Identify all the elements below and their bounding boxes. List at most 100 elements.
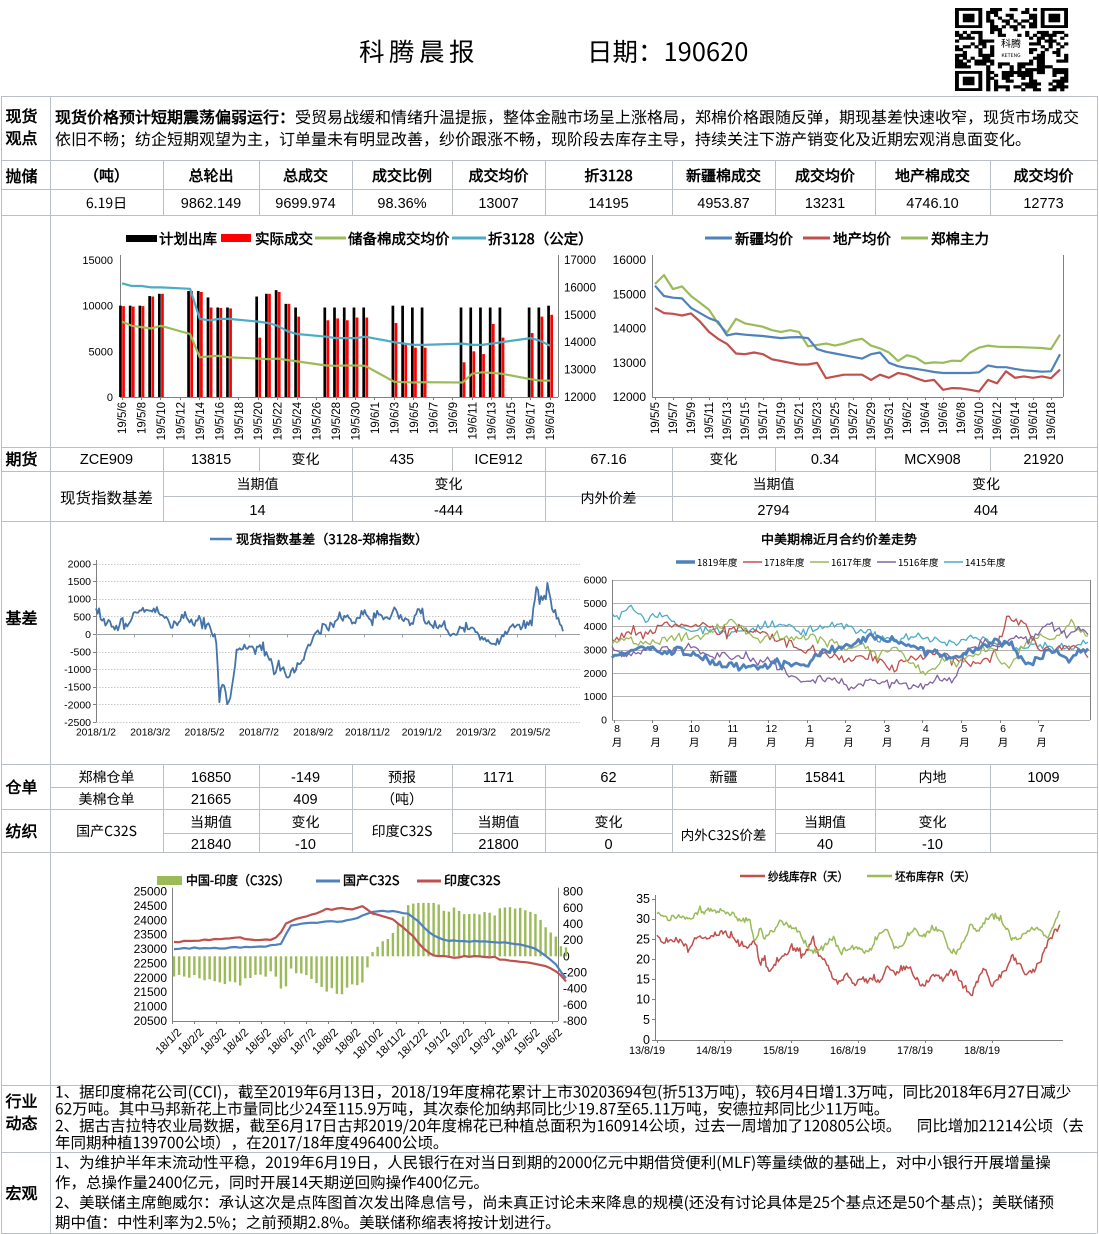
svg-text:19/5/17: 19/5/17 <box>758 402 770 440</box>
svg-text:500: 500 <box>73 611 91 623</box>
svg-text:40: 40 <box>817 837 833 853</box>
svg-text:MCX908: MCX908 <box>904 452 960 468</box>
svg-text:19/6/7: 19/6/7 <box>428 402 440 434</box>
svg-text:19/6/2: 19/6/2 <box>902 402 914 434</box>
svg-text:19/6/14: 19/6/14 <box>1010 401 1022 440</box>
svg-text:19/6/12: 19/6/12 <box>992 402 1004 440</box>
svg-text:ICE912: ICE912 <box>474 452 522 468</box>
svg-text:2018/11/2: 2018/11/2 <box>345 727 390 738</box>
svg-text:9862.149: 9862.149 <box>181 196 241 212</box>
svg-text:14000: 14000 <box>613 322 647 336</box>
svg-text:1000: 1000 <box>584 691 608 703</box>
svg-text:2019/5/2: 2019/5/2 <box>510 727 550 738</box>
svg-text:11: 11 <box>727 723 738 735</box>
svg-text:21000: 21000 <box>134 1000 168 1014</box>
svg-text:2000: 2000 <box>68 559 92 571</box>
svg-text:1000: 1000 <box>68 594 92 606</box>
svg-text:409: 409 <box>293 792 317 808</box>
svg-text:-10: -10 <box>922 837 943 853</box>
svg-text:18/8/19: 18/8/19 <box>964 1045 1000 1057</box>
svg-text:-2000: -2000 <box>64 699 91 711</box>
svg-text:24000: 24000 <box>134 913 168 927</box>
svg-text:2794: 2794 <box>757 503 789 519</box>
svg-text:0: 0 <box>601 715 607 727</box>
svg-text:-800: -800 <box>563 1014 587 1028</box>
svg-text:25: 25 <box>636 932 650 946</box>
svg-text:12773: 12773 <box>1023 196 1063 212</box>
svg-text:1009: 1009 <box>1027 770 1059 786</box>
svg-text:19/6/8: 19/6/8 <box>956 402 968 434</box>
svg-text:19/6/6: 19/6/6 <box>938 402 950 434</box>
svg-text:25000: 25000 <box>134 885 168 899</box>
svg-text:4: 4 <box>923 723 929 735</box>
svg-text:5: 5 <box>961 723 967 735</box>
svg-text:19/6/17: 19/6/17 <box>526 402 538 440</box>
svg-text:5000: 5000 <box>584 598 608 610</box>
svg-text:0: 0 <box>85 629 91 641</box>
svg-text:4000: 4000 <box>584 621 608 633</box>
svg-text:19/5/14: 19/5/14 <box>195 401 207 440</box>
svg-text:67.16: 67.16 <box>590 452 626 468</box>
svg-text:15841: 15841 <box>805 770 845 786</box>
svg-text:0.34: 0.34 <box>811 452 839 468</box>
svg-text:435: 435 <box>390 452 414 468</box>
svg-text:10000: 10000 <box>82 301 113 313</box>
svg-text:19/6/13: 19/6/13 <box>487 402 499 440</box>
svg-text:-600: -600 <box>563 998 587 1012</box>
svg-text:1: 1 <box>807 723 813 735</box>
svg-text:-200: -200 <box>563 965 587 979</box>
svg-text:12000: 12000 <box>613 390 647 404</box>
svg-text:19/5/27: 19/5/27 <box>848 402 860 440</box>
svg-text:21800: 21800 <box>478 837 518 853</box>
svg-text:19/5/7: 19/5/7 <box>668 402 680 434</box>
svg-text:19/6/5: 19/6/5 <box>409 402 421 434</box>
svg-text:16000: 16000 <box>564 282 596 294</box>
svg-text:7: 7 <box>1039 723 1045 735</box>
svg-text:19/6/11: 19/6/11 <box>467 402 479 440</box>
svg-text:19/5/21: 19/5/21 <box>794 402 806 440</box>
svg-text:12: 12 <box>766 723 778 735</box>
svg-text:600: 600 <box>563 901 583 915</box>
svg-text:19/6/3: 19/6/3 <box>389 402 401 434</box>
svg-text:19/6/9: 19/6/9 <box>448 402 460 434</box>
svg-text:-1500: -1500 <box>64 682 91 694</box>
svg-text:16850: 16850 <box>191 770 231 786</box>
svg-text:4953.87: 4953.87 <box>697 196 749 212</box>
svg-text:4746.10: 4746.10 <box>906 196 958 212</box>
svg-text:19/5/8: 19/5/8 <box>136 402 148 434</box>
svg-text:9699.974: 9699.974 <box>275 196 335 212</box>
svg-text:19/6/18: 19/6/18 <box>1046 402 1058 440</box>
svg-text:1500: 1500 <box>68 576 92 588</box>
svg-text:19/5/12: 19/5/12 <box>175 402 187 440</box>
svg-text:19/5/6: 19/5/6 <box>117 402 129 434</box>
svg-text:3000: 3000 <box>584 645 608 657</box>
svg-text:15000: 15000 <box>613 287 647 301</box>
svg-text:19/6/1: 19/6/1 <box>370 402 382 434</box>
svg-text:19/5/15: 19/5/15 <box>740 402 752 440</box>
svg-text:19/5/25: 19/5/25 <box>830 402 842 440</box>
svg-text:19/5/22: 19/5/22 <box>273 402 285 440</box>
svg-text:19/6/10: 19/6/10 <box>974 402 986 440</box>
svg-text:-2500: -2500 <box>64 717 91 729</box>
svg-text:-149: -149 <box>291 770 320 786</box>
svg-text:19/5/13: 19/5/13 <box>722 402 734 440</box>
svg-text:13815: 13815 <box>191 452 231 468</box>
svg-text:200: 200 <box>563 933 583 947</box>
svg-text:19/5/24: 19/5/24 <box>292 401 304 440</box>
svg-text:19/5/5: 19/5/5 <box>650 402 662 434</box>
svg-text:23500: 23500 <box>134 928 168 942</box>
svg-text:19/5/11: 19/5/11 <box>704 402 716 440</box>
svg-text:13007: 13007 <box>478 196 518 212</box>
svg-text:17000: 17000 <box>564 255 596 267</box>
svg-text:14/8/19: 14/8/19 <box>696 1045 732 1057</box>
svg-text:21665: 21665 <box>191 792 231 808</box>
svg-text:19/5/16: 19/5/16 <box>214 402 226 440</box>
svg-text:404: 404 <box>974 503 998 519</box>
svg-text:13000: 13000 <box>613 356 647 370</box>
svg-text:2019/3/2: 2019/3/2 <box>456 727 496 738</box>
svg-text:24500: 24500 <box>134 899 168 913</box>
svg-text:3: 3 <box>884 723 890 735</box>
svg-text:19/5/31: 19/5/31 <box>884 402 896 440</box>
svg-text:35: 35 <box>636 892 650 906</box>
svg-text:0: 0 <box>107 392 113 404</box>
